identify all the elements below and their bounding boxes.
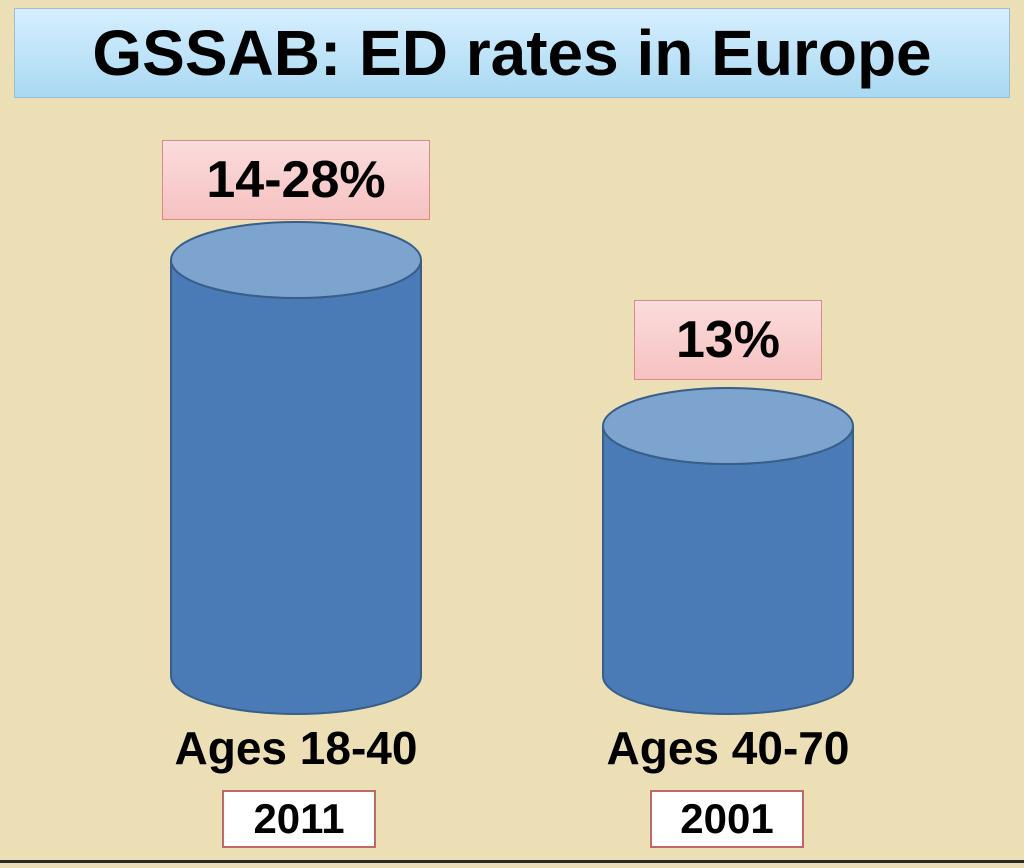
year-text-left: 2011 xyxy=(253,795,344,843)
year-text-right: 2001 xyxy=(680,795,773,843)
age-text-right: Ages 40-70 xyxy=(607,722,850,774)
percentage-badge-left: 14-28% xyxy=(162,140,430,220)
chart-title: GSSAB: ED rates in Europe xyxy=(92,16,931,90)
percentage-value-right: 13% xyxy=(676,310,780,370)
title-bar: GSSAB: ED rates in Europe xyxy=(14,8,1010,98)
percentage-value-left: 14-28% xyxy=(206,150,385,210)
year-box-left: 2011 xyxy=(222,790,376,848)
year-box-right: 2001 xyxy=(650,790,804,848)
chart-canvas: GSSAB: ED rates in Europe 14-28% 13% Age… xyxy=(0,0,1024,868)
age-text-left: Ages 18-40 xyxy=(175,722,418,774)
bottom-divider xyxy=(0,860,1024,863)
percentage-badge-right: 13% xyxy=(634,300,822,380)
age-label-right: Ages 40-70 xyxy=(542,722,914,774)
age-label-left: Ages 18-40 xyxy=(110,722,482,774)
